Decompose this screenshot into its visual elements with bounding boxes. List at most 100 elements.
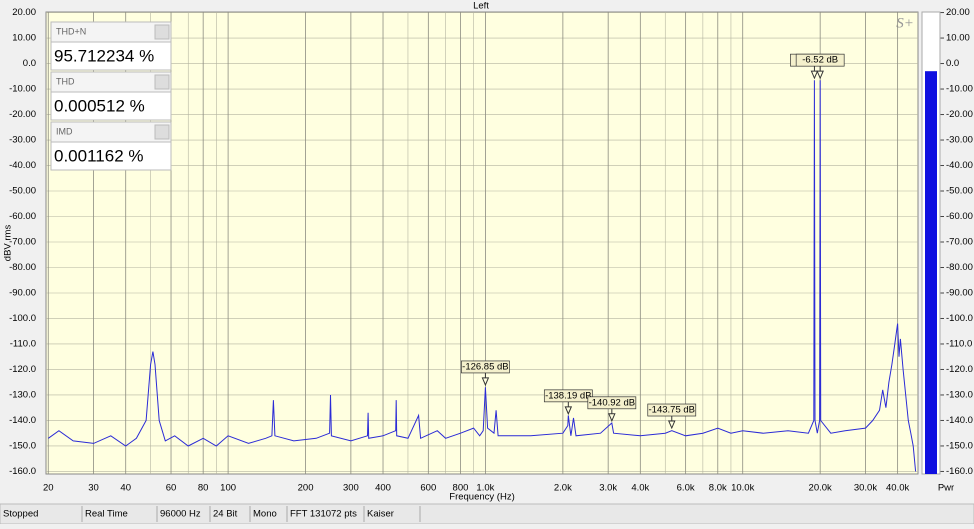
y-tick-label: -140.0 xyxy=(9,415,36,426)
y2-tick-label: -10.00 xyxy=(946,84,973,95)
marker-box xyxy=(461,360,510,374)
y2-tick-label: -140.0 xyxy=(946,415,973,426)
y2-tick-label: -60.00 xyxy=(946,211,973,222)
readout-box xyxy=(50,41,172,71)
y2-tick-label: 10.00 xyxy=(946,33,970,44)
x-tick-label: 40.0k xyxy=(886,483,909,494)
x-tick-label: 6.0k xyxy=(677,483,695,494)
x-tick-label: 60 xyxy=(166,483,177,494)
readout-value: 0.000512 % xyxy=(54,96,145,115)
x-tick-label: 400 xyxy=(375,483,391,494)
readout-button xyxy=(154,24,170,40)
y2-tick-label: -80.00 xyxy=(946,262,973,273)
y2-tick-label: 0.0 xyxy=(946,58,959,69)
readout-value: 95.712234 % xyxy=(54,46,154,65)
y2-tick-label: -20.00 xyxy=(946,109,973,120)
chart-title: Left xyxy=(473,1,489,12)
y-axis-label: dBV rms xyxy=(3,225,14,262)
x-tick-label: 1.0k xyxy=(476,483,494,494)
marker-box xyxy=(543,389,593,403)
status-text: 24 Bit xyxy=(213,509,238,520)
x-tick-label: 30.0k xyxy=(854,483,877,494)
marker-box xyxy=(587,396,637,410)
y2-tick-label: -50.00 xyxy=(946,186,973,197)
y2-tick-label: -150.0 xyxy=(946,440,973,451)
y2-tick-label: -100.0 xyxy=(946,313,973,324)
y-tick-label: -60.00 xyxy=(9,211,36,222)
readout-box xyxy=(50,91,172,121)
y2-tick-label: -120.0 xyxy=(946,364,973,375)
readout-name: THD xyxy=(56,76,75,86)
y2-tick-label: -160.0 xyxy=(946,466,973,477)
x-tick-label: 80 xyxy=(198,483,209,494)
x-tick-label: 3.0k xyxy=(599,483,617,494)
readout-value: 0.001162 % xyxy=(54,146,143,165)
y-tick-label: -50.00 xyxy=(9,186,36,197)
x-tick-label: 20 xyxy=(43,483,54,494)
y-tick-label: -80.00 xyxy=(9,262,36,273)
y-tick-label: -90.00 xyxy=(9,288,36,299)
y-tick-label: 0.0 xyxy=(23,58,36,69)
readout-name: THD+N xyxy=(56,26,86,36)
y-tick-label: -100.0 xyxy=(9,313,36,324)
x-tick-label: 100 xyxy=(220,483,236,494)
marker-label: -138.19 dB xyxy=(545,390,591,401)
status-text: FFT 131072 pts xyxy=(290,509,357,520)
marker-arrow xyxy=(810,70,819,80)
y2-tick-label: -110.0 xyxy=(946,338,972,349)
y-tick-label: -10.00 xyxy=(9,84,36,95)
x-tick-label: 8.0k xyxy=(709,483,727,494)
x-tick-label: 2.0k xyxy=(554,483,572,494)
x-tick-label: 800 xyxy=(453,483,469,494)
y2-tick-label: -30.00 xyxy=(946,135,973,146)
y-tick-label: -110.0 xyxy=(10,338,36,349)
y2-tick-label: -130.0 xyxy=(946,389,973,400)
marker-label: -140.92 dB xyxy=(589,397,635,408)
y2-tick-label: -70.00 xyxy=(946,237,973,248)
marker-box xyxy=(795,53,845,67)
plot-area xyxy=(45,11,919,475)
readout-button xyxy=(154,124,170,140)
x-tick-label: 4.0k xyxy=(631,483,649,494)
logo: S+ xyxy=(896,15,914,31)
marker-arrow xyxy=(668,420,676,430)
marker-label: -126.85 dB xyxy=(462,361,508,372)
marker-arrow xyxy=(816,70,824,80)
y-tick-label: -30.00 xyxy=(9,135,36,146)
readout-box xyxy=(50,141,172,171)
status-text: Stopped xyxy=(3,509,38,520)
y2-tick-label: 20.00 xyxy=(946,7,970,18)
x-tick-label: 40 xyxy=(120,483,131,494)
status-text: Real Time xyxy=(85,509,128,520)
x-axis-label: Frequency (Hz) xyxy=(449,492,514,503)
y-tick-label: -130.0 xyxy=(9,389,36,400)
y-tick-label: -120.0 xyxy=(9,364,36,375)
y-tick-label: -70.00 xyxy=(9,237,36,248)
y-tick-label: 10.00 xyxy=(12,33,36,44)
y-tick-label: 20.00 xyxy=(12,7,36,18)
y-tick-label: -40.00 xyxy=(9,160,36,171)
y2-tick-label: -90.00 xyxy=(946,288,973,299)
x-tick-label: 30 xyxy=(88,483,99,494)
y-tick-label: -150.0 xyxy=(9,440,36,451)
marker-box xyxy=(647,403,697,417)
y-tick-label: -160.0 xyxy=(9,466,36,477)
spectrum-line xyxy=(48,80,917,472)
readout-button xyxy=(154,74,170,90)
status-text: Mono xyxy=(253,509,277,520)
x-tick-label: 10.0k xyxy=(731,483,754,494)
status-text: Kaiser xyxy=(367,509,394,520)
x-tick-label: 200 xyxy=(298,483,314,494)
status-bar xyxy=(0,503,974,525)
meter-label: Pwr xyxy=(938,483,954,494)
x-tick-label: 20.0k xyxy=(809,483,832,494)
x-tick-label: 600 xyxy=(420,483,436,494)
y-tick-label: -20.00 xyxy=(9,109,36,120)
status-text: 96000 Hz xyxy=(160,509,201,520)
x-tick-label: 300 xyxy=(343,483,359,494)
marker-label: -6.52 dB xyxy=(802,55,838,66)
y2-tick-label: -40.00 xyxy=(946,160,973,171)
meter-bar xyxy=(925,71,937,474)
